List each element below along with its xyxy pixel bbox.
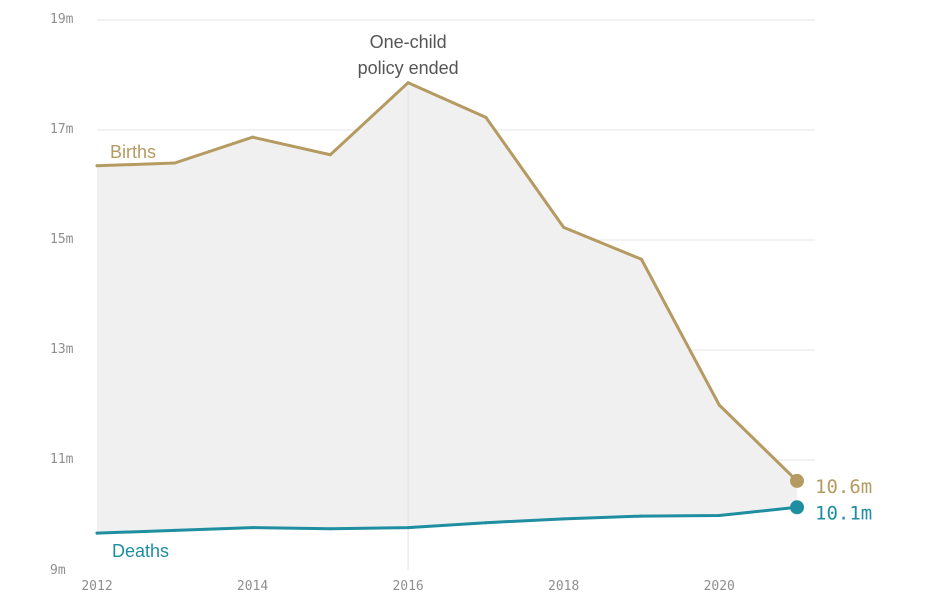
annotation-line-1: One-child	[370, 32, 447, 52]
y-tick-13: 13m	[50, 342, 74, 357]
births-series-label: Births	[110, 142, 156, 162]
x-tick-2018: 2018	[548, 579, 579, 594]
deaths-point-2019	[639, 514, 643, 518]
x-axis-ticks: 2012 2014 2016 2018 2020	[81, 579, 735, 594]
births-point-2017	[484, 115, 488, 119]
y-tick-11: 11m	[50, 452, 74, 467]
deaths-end-dot	[790, 500, 804, 515]
births-point-2020	[717, 403, 721, 407]
deaths-series-label: Deaths	[112, 541, 169, 561]
births-point-2012	[95, 164, 99, 168]
births-end-label: 10.6m	[815, 476, 872, 498]
gap-fill-area	[97, 82, 797, 534]
births-point-2015	[328, 153, 332, 157]
deaths-point-2014	[251, 526, 255, 530]
births-point-2019	[639, 257, 643, 261]
y-tick-15: 15m	[50, 232, 74, 247]
deaths-point-2013	[173, 528, 177, 532]
deaths-point-2015	[328, 527, 332, 531]
births-point-2013	[173, 161, 177, 165]
y-tick-17: 17m	[50, 122, 74, 137]
x-tick-2014: 2014	[237, 579, 268, 594]
x-tick-2012: 2012	[81, 579, 112, 594]
deaths-point-2012	[95, 531, 99, 535]
births-point-2016	[406, 81, 410, 85]
y-tick-9: 9m	[50, 563, 66, 578]
births-line	[95, 81, 799, 483]
series-lines: 10.6m Births 10.1m Deaths	[95, 81, 872, 561]
deaths-point-2017	[484, 521, 488, 525]
births-end-dot	[790, 473, 804, 488]
deaths-point-2020	[717, 514, 721, 518]
deaths-end-label: 10.1m	[815, 502, 872, 524]
annotation: One-child policy ended	[358, 32, 459, 78]
annotation-line-2: policy ended	[358, 58, 459, 78]
deaths-point-2016	[406, 526, 410, 530]
births-point-2018	[562, 225, 566, 229]
y-axis-ticks: 9m 11m 13m 15m 17m 19m	[50, 12, 74, 578]
deaths-line	[95, 505, 799, 535]
x-tick-2016: 2016	[392, 579, 423, 594]
y-tick-19: 19m	[50, 12, 74, 27]
births-point-2014	[251, 135, 255, 139]
deaths-point-2018	[562, 517, 566, 521]
x-tick-2020: 2020	[704, 579, 735, 594]
